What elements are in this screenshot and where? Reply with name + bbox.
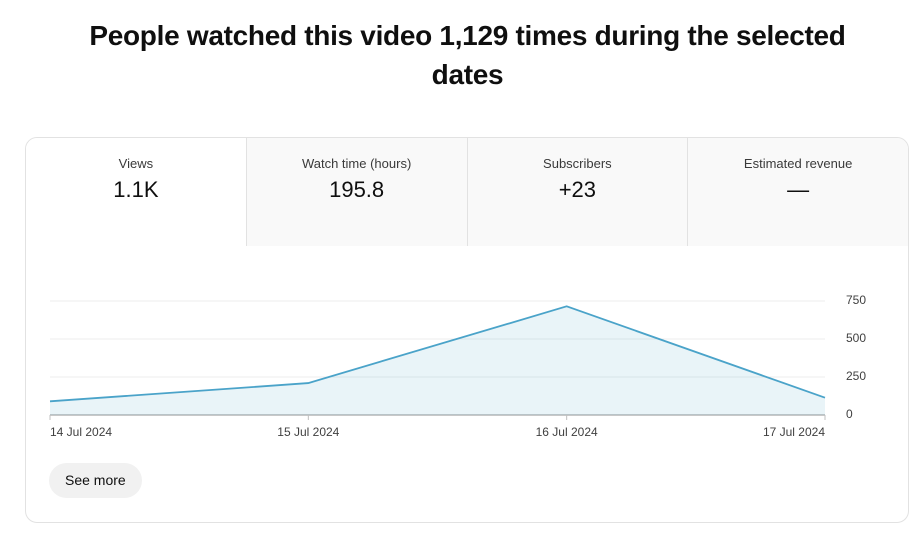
tab-value: 195.8 xyxy=(329,177,385,202)
tab-value: — xyxy=(787,177,810,202)
analytics-card: Views 1.1K Watch time (hours) 195.8 Subscrib… xyxy=(25,137,909,523)
y-tick-label: 750 xyxy=(846,293,866,307)
x-tick-label: 16 Jul 2024 xyxy=(536,425,598,439)
tab-label: Watch time (hours) xyxy=(301,156,412,171)
metric-tab[interactable]: Watch time (hours) 195.8 xyxy=(245,138,467,246)
metric-tab[interactable]: Subscribers +23 xyxy=(466,138,688,246)
chart: 0 250 500 750 14 Jul 2024 15 Jul 2024 16 Jul 2… xyxy=(49,293,866,439)
page-title: People watched this video 1,129 times du… xyxy=(89,20,846,90)
area xyxy=(50,306,825,415)
metric-tab[interactable]: Estimated revenue — xyxy=(687,138,908,246)
see-more-button[interactable]: See more xyxy=(49,463,142,498)
tab-bar: Views 1.1K Watch time (hours) 195.8 Subscrib… xyxy=(26,138,908,246)
x-tick-label: 15 Jul 2024 xyxy=(277,425,339,439)
y-tick-label: 250 xyxy=(846,369,866,383)
line xyxy=(49,305,826,403)
tab-label: Views xyxy=(118,156,154,171)
y-tick-label: 500 xyxy=(846,331,866,345)
tab-value: 1.1K xyxy=(113,177,159,202)
x-tick-label: 17 Jul 2024 xyxy=(763,425,825,439)
tab-label: Estimated revenue xyxy=(743,156,853,171)
metric-tab[interactable]: Views 1.1K xyxy=(26,138,246,246)
y-tick-label: 0 xyxy=(846,407,853,421)
x-tick-label: 14 Jul 2024 xyxy=(50,425,112,439)
tab-value: +23 xyxy=(558,177,597,202)
tab-label: Subscribers xyxy=(543,156,612,171)
